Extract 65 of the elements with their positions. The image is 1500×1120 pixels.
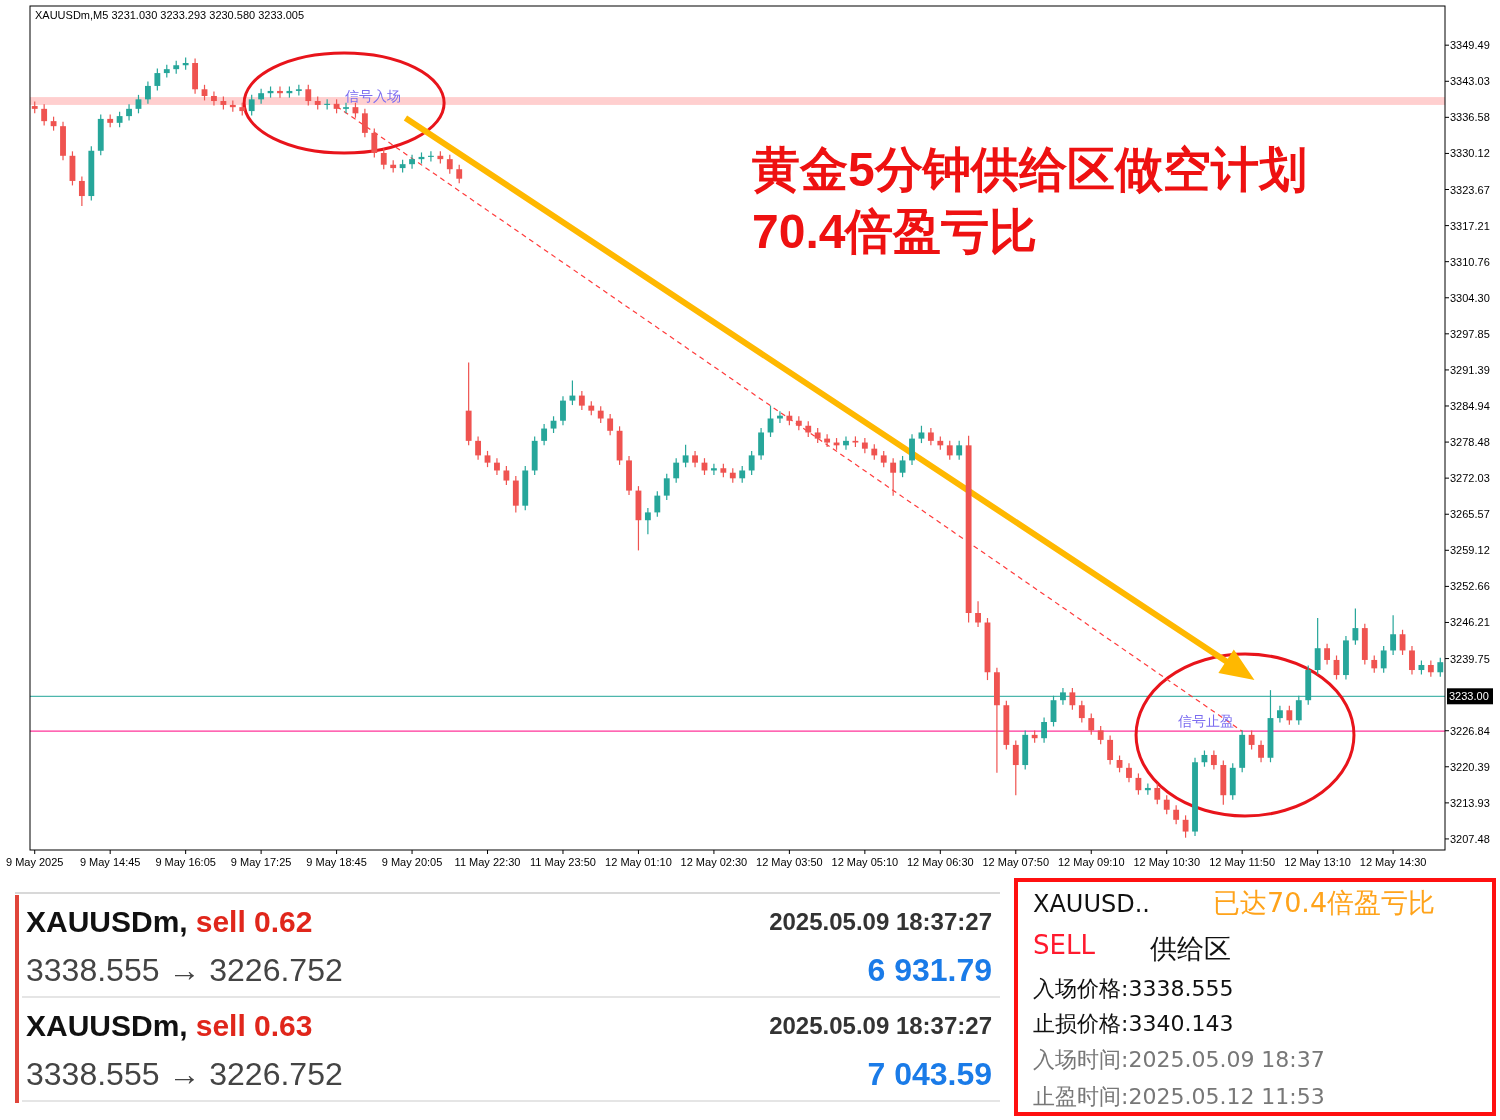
ytick: 3291.39 [1450,363,1490,376]
annotation: 信号入场 [344,88,401,105]
annotation: 供给区 [1150,933,1231,964]
xtick: 12 May 10:30 [1133,856,1201,868]
annotation: XAUUSD.. [1033,890,1150,918]
ytick: 3220.39 [1450,760,1490,773]
ytick: 3349.49 [1450,39,1490,52]
ref-label: 3233.00 [1449,690,1489,703]
annotation: 2025.05.09 18:37:27 [769,908,992,935]
ytick: 3310.76 [1450,255,1490,268]
xtick: 9 May 18:45 [306,856,367,868]
xtick: 12 May 05:10 [831,856,899,868]
xtick: 11 May 23:50 [530,856,596,868]
annotation: 止损价格:3340.143 [1033,1011,1234,1036]
xtick: 12 May 02:30 [680,856,748,868]
ytick: 3336.58 [1450,111,1490,124]
xtick: 12 May 07:50 [982,856,1050,868]
ytick: 3278.48 [1450,436,1490,449]
ytick: 3284.94 [1450,400,1490,412]
xtick: 12 May 06:30 [907,856,974,868]
annotation: 信号止盈 [1178,713,1235,730]
ytick: 3246.21 [1450,616,1490,629]
ytick: 3317.21 [1450,219,1490,232]
ytick: 3259.12 [1450,544,1490,557]
ytick: 3226.84 [1450,724,1490,737]
ytick: 3207.48 [1450,832,1490,845]
annotation: 3338.555 → 3226.752 [26,1056,343,1092]
ytick: 3252.66 [1450,580,1490,593]
annotation: SELL [1033,930,1095,960]
annotation: 70.4倍盈亏比 [752,205,1038,258]
xtick: 9 May 14:45 [79,856,141,868]
xtick: 12 May 01:10 [605,856,672,868]
annotation: 已达70.4倍盈亏比 [1213,887,1436,918]
annotation: 入场时间:2025.05.09 18:37 [1033,1047,1325,1072]
xtick: 12 May 03:50 [756,856,823,868]
ytick: 3272.03 [1450,472,1490,485]
annotation: sell 0.63 [195,1009,313,1042]
annotation: XAUUSDm, [26,905,188,938]
xtick: 12 May 14:30 [1359,856,1427,868]
ytick: 3343.03 [1450,75,1490,88]
xtick: 11 May 22:30 [454,856,521,868]
ytick: 3239.75 [1450,652,1490,665]
annotation: 2025.05.09 18:37:27 [769,1012,992,1039]
xtick: 12 May 09:10 [1057,856,1125,868]
annotation: 6 931.79 [867,952,992,988]
ytick: 3297.85 [1450,327,1490,340]
annotation: 黄金5分钟供给区做空计划 [752,143,1307,196]
xtick: 9 May 20:05 [381,856,443,868]
xtick: 9 May 2025 [5,856,64,868]
annotation: 入场价格:3338.555 [1033,976,1234,1001]
annotation: sell 0.62 [195,905,313,938]
ytick: 3330.12 [1450,147,1490,160]
ytick: 3265.57 [1450,508,1490,521]
ytick: 3304.30 [1450,291,1490,304]
title: XAUUSDm,M5 3231.030 3233.293 3230.580 3233.005 [35,9,305,21]
annotation: 3338.555 → 3226.752 [26,952,343,988]
ytick: 3213.93 [1450,796,1490,809]
annotation: 止盈时间:2025.05.12 11:53 [1033,1084,1325,1109]
xtick: 9 May 16:05 [155,856,216,868]
xtick: 12 May 11:50 [1209,856,1276,868]
annotation: XAUUSDm, [26,1009,188,1042]
annotation: 7 043.59 [867,1056,992,1092]
ytick: 3323.67 [1450,183,1490,196]
xtick: 12 May 13:10 [1284,856,1351,868]
xtick: 9 May 17:25 [230,856,292,868]
